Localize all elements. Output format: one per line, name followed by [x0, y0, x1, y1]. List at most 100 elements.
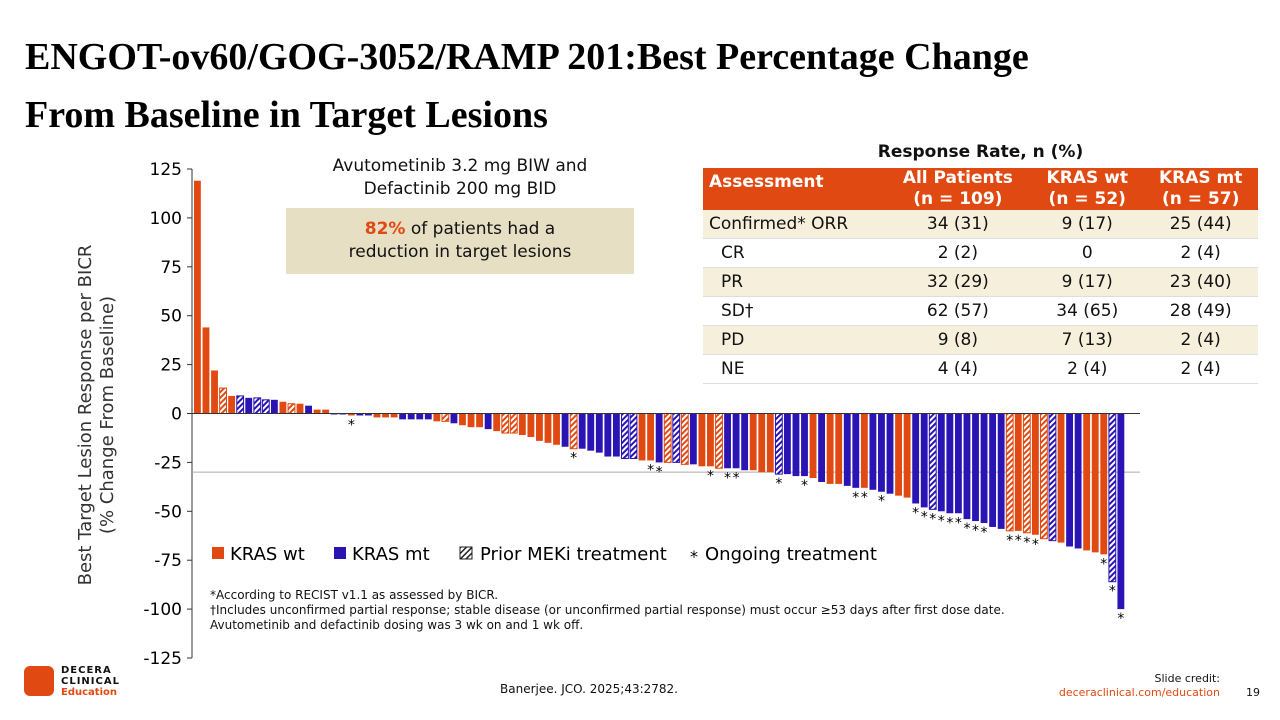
header-cell: Assessment	[703, 168, 885, 210]
logo-icon	[24, 666, 54, 696]
table-cell: 2 (4)	[1143, 354, 1258, 384]
legend-swatch	[459, 546, 473, 560]
ongoing-marker: *	[801, 478, 808, 494]
bar	[912, 413, 920, 504]
regimen: Avutometinib 3.2 mg BIW and Defactinib 20…	[290, 155, 630, 201]
y-axis-label-line: (% Change From Baseline)	[97, 296, 118, 534]
footnotes: *According to RECIST v1.1 as assessed by…	[210, 588, 1005, 633]
table-cell: 9 (17)	[1031, 210, 1144, 239]
table-cell: 2 (4)	[1143, 238, 1258, 268]
y-tick-label: -25	[154, 453, 182, 473]
table-cell: NE	[703, 354, 885, 384]
ongoing-marker: *	[852, 490, 859, 506]
bar	[270, 399, 278, 414]
bar	[253, 397, 262, 414]
ongoing-marker: *	[1100, 556, 1107, 572]
bar	[399, 413, 407, 420]
credit-link[interactable]: deceraclinical.com/education	[1058, 686, 1220, 699]
table-title: Response Rate, n (%)	[877, 142, 1084, 162]
table-cell: SD†	[703, 296, 885, 326]
bar	[228, 395, 236, 414]
table-cell: 23 (40)	[1143, 267, 1258, 297]
table-cell: 9 (8)	[884, 325, 1032, 355]
table-row: PR 32 (29) 9 (17) 23 (40)	[703, 267, 1258, 297]
page-number: 19	[1246, 686, 1260, 699]
bar	[347, 413, 355, 416]
bar	[698, 413, 706, 467]
table-cell: 9 (17)	[1031, 267, 1144, 297]
ongoing-marker: *	[955, 515, 962, 531]
bar	[1005, 413, 1014, 532]
y-tick-label: -100	[143, 600, 182, 620]
bar	[202, 327, 210, 414]
bar	[1022, 413, 1031, 534]
header-text: KRAS wt	[1046, 168, 1128, 188]
header-text: (n = 57)	[1161, 189, 1240, 209]
bar	[1091, 413, 1099, 553]
bar	[1100, 413, 1108, 555]
bar	[843, 413, 851, 486]
legend-label: Prior MEKi treatment	[480, 544, 667, 565]
ongoing-marker: *	[878, 494, 885, 510]
header-text: KRAS mt	[1158, 168, 1243, 188]
bar	[509, 413, 518, 434]
table-row: SD† 62 (57) 34 (65) 28 (49)	[703, 296, 1258, 326]
bar	[1031, 413, 1039, 535]
bar	[895, 413, 902, 496]
bar	[826, 413, 834, 484]
bar	[536, 413, 543, 441]
y-axis-label-line: Best Target Lesion Response per BICR	[75, 245, 96, 586]
table-cell: PR	[703, 267, 885, 297]
table-header: Assessment All Patients (n = 109) KRAS wt (n…	[703, 168, 1258, 210]
bar	[647, 413, 655, 461]
ongoing-marker: *	[1032, 537, 1039, 553]
y-tick-label: -125	[143, 649, 182, 669]
bar	[261, 399, 270, 415]
bar	[852, 413, 860, 488]
ongoing-marker: *	[981, 525, 988, 541]
bar	[724, 413, 731, 469]
header-text: (n = 109)	[913, 189, 1003, 209]
bar	[441, 413, 450, 422]
title-line: From Baseline in Target Lesions	[25, 94, 548, 136]
bar	[1057, 413, 1065, 543]
bar	[305, 405, 312, 414]
bar	[741, 413, 749, 471]
bar	[663, 413, 672, 463]
bar	[612, 413, 620, 457]
bar	[459, 413, 466, 426]
y-tick-label: 100	[150, 209, 182, 229]
bar	[416, 413, 424, 420]
citation: Banerjee. JCO. 2025;43:2782.	[500, 682, 678, 696]
ongoing-marker: *	[570, 451, 577, 467]
ongoing-marker: *	[647, 462, 654, 478]
bar	[989, 413, 997, 527]
table-row: NE 4 (4) 2 (4) 2 (4)	[703, 354, 1258, 384]
header-text: Assessment	[709, 172, 824, 192]
table-cell: 7 (13)	[1031, 325, 1144, 355]
legend-label: Ongoing treatment	[705, 544, 877, 565]
bar	[886, 413, 894, 494]
header-text: (n = 52)	[1048, 189, 1126, 209]
bar	[424, 413, 432, 420]
y-tick-label: 50	[160, 307, 182, 327]
y-tick-label: -75	[154, 551, 182, 571]
bar	[1108, 413, 1117, 583]
bar	[322, 409, 330, 414]
bar	[407, 413, 415, 420]
bar	[1117, 413, 1125, 610]
table-cell: 62 (57)	[884, 296, 1032, 326]
ongoing-marker: *	[656, 464, 663, 480]
footnote: *According to RECIST v1.1 as assessed by…	[210, 588, 499, 602]
regimen-line: Avutometinib 3.2 mg BIW and	[332, 156, 588, 176]
bar	[365, 413, 372, 416]
bar	[655, 413, 663, 463]
ongoing-marker: *	[724, 470, 731, 486]
ongoing-marker: *	[733, 470, 740, 486]
ongoing-marker: *	[946, 515, 953, 531]
bar	[946, 413, 954, 514]
footnote: Avutometinib and defactinib dosing was 3…	[210, 618, 584, 632]
bar	[484, 413, 492, 430]
